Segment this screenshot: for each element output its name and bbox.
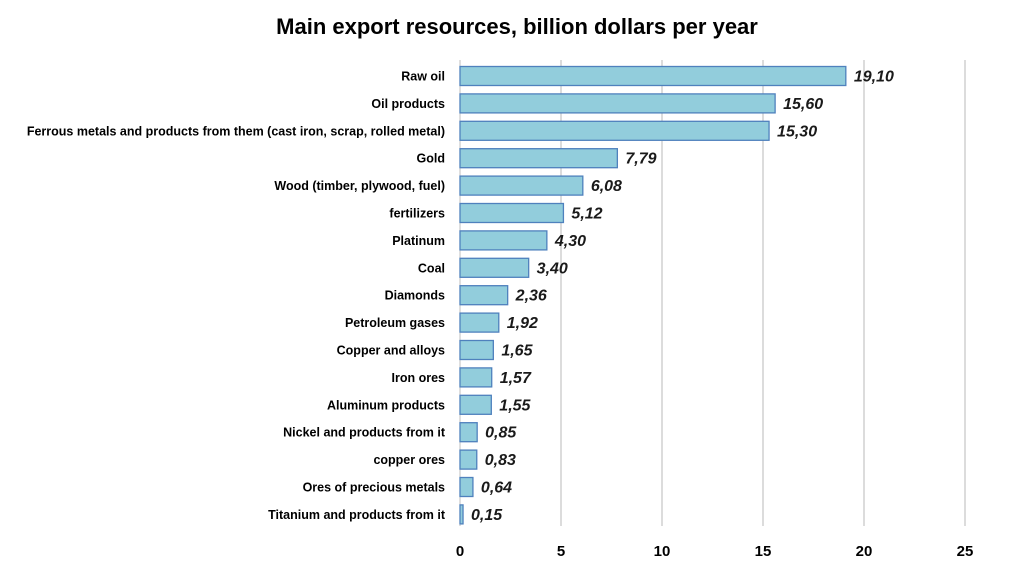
value-labels: 19,10 15,60 15,30 7,796,08 5,12 4,30 3,40 2,36 1… <box>471 69 894 524</box>
bar <box>459 422 478 443</box>
data-label: 1,65 <box>501 343 533 360</box>
bar <box>459 504 464 525</box>
bar <box>459 285 509 306</box>
category-label: Raw oil <box>401 70 445 84</box>
x-tick-label: 15 <box>755 543 772 560</box>
data-label: 5,12 <box>571 206 602 223</box>
category-label: Nickel and products from it <box>283 426 446 440</box>
x-tick-label: 5 <box>557 543 565 560</box>
category-label: Ferrous metals and products from them (c… <box>27 124 445 138</box>
bar <box>459 449 478 470</box>
category-label: Iron ores <box>392 371 446 385</box>
category-label: Diamonds <box>385 289 445 303</box>
x-tick-label: 20 <box>856 543 873 560</box>
category-label: Wood (timber, plywood, fuel) <box>274 179 445 193</box>
bar <box>459 120 770 141</box>
category-label: Platinum <box>392 234 445 248</box>
bar <box>459 257 530 278</box>
category-label: Gold <box>417 152 445 166</box>
data-label: 15,60 <box>783 96 823 113</box>
category-label: Titanium and products from it <box>268 508 446 522</box>
x-axis-ticks: 0 5 10 15 20 25 <box>456 543 974 560</box>
data-label: 7,79 <box>625 151 656 168</box>
category-label: Petroleum gases <box>345 316 445 330</box>
category-label: Coal <box>418 261 445 275</box>
category-label: Aluminum products <box>327 398 445 412</box>
category-labels: Raw oil Oil products Ferrous metals and pr… <box>27 70 446 522</box>
category-label: Copper and alloys <box>337 344 445 358</box>
bar <box>459 476 474 498</box>
x-tick-label: 10 <box>654 543 671 560</box>
data-label: 15,30 <box>777 123 817 140</box>
data-label: 0,64 <box>481 480 512 497</box>
data-label: 0,85 <box>485 425 517 442</box>
data-label: 1,92 <box>507 315 538 332</box>
bar <box>459 230 548 251</box>
bar <box>459 339 494 361</box>
data-label: 19,10 <box>854 69 894 86</box>
bar <box>459 175 584 196</box>
category-label: Oil products <box>371 97 445 111</box>
category-label: copper ores <box>373 453 445 467</box>
category-label: Ores of precious metals <box>303 481 445 495</box>
bar <box>459 65 847 87</box>
data-label: 0,83 <box>485 452 516 469</box>
bar <box>459 394 492 415</box>
bar <box>459 202 565 224</box>
chart-title: Main export resources, billion dollars p… <box>276 14 758 39</box>
data-label: 6,08 <box>591 178 622 195</box>
data-label: 2,36 <box>515 288 547 305</box>
bar <box>459 148 619 169</box>
bar <box>459 312 500 333</box>
bars <box>459 65 847 525</box>
category-label: fertilizers <box>389 207 445 221</box>
data-label: 1,57 <box>500 370 532 387</box>
data-label: 1,55 <box>499 397 531 414</box>
data-label: 4,30 <box>554 233 586 250</box>
bar <box>459 367 493 388</box>
data-label: 0,15 <box>471 507 503 524</box>
data-label: 3,40 <box>537 260 568 277</box>
x-tick-label: 0 <box>456 543 464 560</box>
x-tick-label: 25 <box>957 543 974 560</box>
bar <box>459 93 776 114</box>
